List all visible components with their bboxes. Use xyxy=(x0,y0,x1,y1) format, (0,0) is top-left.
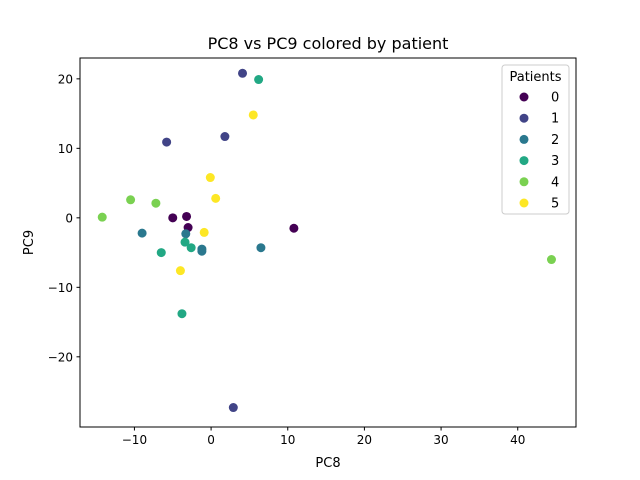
x-tick-label: −10 xyxy=(122,433,147,447)
legend-marker-5 xyxy=(519,198,529,208)
legend-marker-0 xyxy=(519,92,529,102)
data-point-patient-3-3 xyxy=(156,248,166,258)
legend-marker-3 xyxy=(519,156,529,166)
data-point-patient-2-4 xyxy=(256,243,266,253)
data-point-patient-0-3 xyxy=(289,223,299,233)
y-tick-label: −10 xyxy=(48,281,73,295)
x-axis-ticks: −10 0 10 20 30 40 xyxy=(122,427,525,447)
data-points xyxy=(97,68,556,413)
data-point-patient-2-3 xyxy=(197,246,207,256)
data-point-patient-0-1 xyxy=(182,211,192,221)
data-point-patient-0-0 xyxy=(168,213,178,223)
x-tick-label: 10 xyxy=(280,433,295,447)
data-point-patient-5-4 xyxy=(175,266,185,276)
data-point-patient-5-2 xyxy=(211,193,221,203)
data-point-patient-5-3 xyxy=(199,227,209,237)
data-point-patient-3-1 xyxy=(180,237,190,247)
legend-marker-2 xyxy=(519,134,529,144)
x-tick-label: 30 xyxy=(433,433,448,447)
data-point-patient-5-0 xyxy=(248,110,258,120)
data-point-patient-4-2 xyxy=(151,198,161,208)
data-point-patient-1-3 xyxy=(228,403,238,413)
y-tick-label: 20 xyxy=(58,72,73,86)
data-point-patient-1-2 xyxy=(220,132,230,142)
data-point-patient-2-0 xyxy=(137,228,147,238)
legend-label-5: 5 xyxy=(551,197,559,212)
x-tick-label: 20 xyxy=(357,433,372,447)
data-point-patient-2-1 xyxy=(181,229,191,239)
legend-label-0: 0 xyxy=(551,91,559,106)
legend-label-2: 2 xyxy=(551,133,559,148)
data-point-patient-4-1 xyxy=(126,195,136,205)
data-point-patient-4-0 xyxy=(97,212,107,222)
legend-label-1: 1 xyxy=(551,112,559,127)
y-axis-ticks: −20 −10 0 10 20 xyxy=(48,72,80,364)
legend-box xyxy=(501,64,570,215)
y-axis-label: PC9 xyxy=(22,230,37,255)
legend-title: Patients xyxy=(509,70,561,85)
x-axis-label: PC8 xyxy=(315,456,340,471)
data-point-patient-4-3 xyxy=(546,255,556,265)
legend-marker-1 xyxy=(519,113,529,123)
data-point-patient-1-0 xyxy=(238,68,248,78)
data-point-patient-3-0 xyxy=(254,75,264,85)
data-point-patient-3-2 xyxy=(186,243,196,253)
legend-label-4: 4 xyxy=(551,175,559,190)
legend: Patients 0 1 2 3 4 5 xyxy=(501,64,570,215)
data-point-patient-1-1 xyxy=(162,137,172,147)
data-point-patient-3-4 xyxy=(177,309,187,319)
y-tick-label: 10 xyxy=(58,142,73,156)
chart-title: PC8 vs PC9 colored by patient xyxy=(208,34,449,53)
y-tick-label: 0 xyxy=(65,211,73,225)
legend-marker-4 xyxy=(519,177,529,187)
legend-items: 0 1 2 3 4 5 xyxy=(519,91,559,212)
x-tick-label: 0 xyxy=(207,433,215,447)
x-tick-label: 40 xyxy=(510,433,525,447)
plot-frame xyxy=(79,57,577,428)
legend-label-3: 3 xyxy=(551,154,559,169)
data-point-patient-5-1 xyxy=(205,173,215,183)
y-tick-label: −20 xyxy=(48,350,73,364)
